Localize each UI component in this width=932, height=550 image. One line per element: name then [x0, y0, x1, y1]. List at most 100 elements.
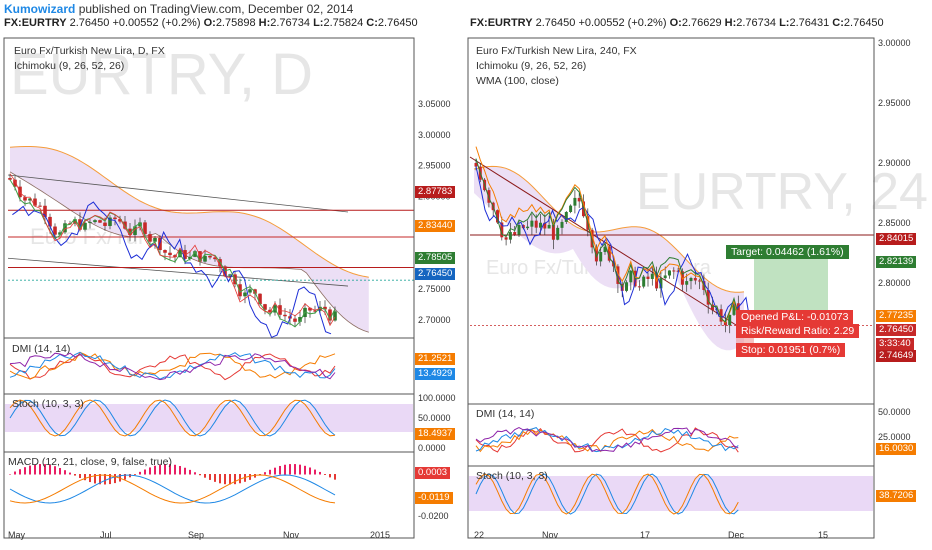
left-price-tick: 3.05000 — [418, 99, 451, 109]
left-time-tick: 2015 — [370, 530, 390, 540]
left-time-tick: May — [8, 530, 26, 540]
left-macd-bar — [54, 466, 56, 475]
left-h-label: H: — [258, 17, 271, 29]
right-candle-body — [543, 222, 547, 229]
left-macd-bar — [184, 467, 186, 475]
left-macd-bar — [39, 464, 41, 475]
left-chart[interactable]: EURTRY, D Euro Fx/Turkish New Lira 3.050… — [0, 34, 466, 549]
left-candle-body — [208, 255, 212, 258]
left-open: 2.75898 — [215, 17, 256, 29]
right-candle-body — [629, 270, 633, 283]
right-wma-label: WMA (100, close) — [476, 75, 559, 87]
right-dmi-label: DMI (14, 14) — [476, 408, 535, 420]
left-macd-bar — [199, 474, 201, 476]
left-channel-bottom — [7, 257, 349, 287]
right-candle-body — [513, 232, 517, 235]
right-candle-body — [594, 247, 598, 262]
left-macd-bar — [304, 465, 306, 475]
right-title: Euro Fx/Turkish New Lira, 240, FX — [476, 45, 637, 57]
author-link[interactable]: Kumowizard — [4, 2, 76, 16]
left-tenkan — [9, 173, 336, 327]
left-macd-bar — [24, 467, 26, 475]
left-macd-bar — [44, 464, 46, 475]
left-tag-1: 2.83440 — [415, 220, 456, 232]
left-stoch-pane: 100.0000 50.0000 0.0000 — [5, 393, 456, 453]
right-price-tick: 2.95000 — [878, 98, 911, 108]
left-macd-bar — [334, 474, 336, 480]
left-candle-body — [328, 309, 332, 321]
left-macd-bar — [134, 474, 136, 475]
left-macd-line — [9, 474, 336, 504]
left-low: 2.75824 — [323, 17, 364, 29]
left-candle-body — [88, 222, 92, 224]
right-candle-body — [711, 304, 714, 311]
right-tag-4: 3:33:40 — [876, 338, 914, 350]
right-candle-body — [569, 205, 573, 212]
right-stoch-line — [475, 473, 739, 515]
right-candle-body — [625, 282, 628, 291]
right-stoch-band — [469, 476, 873, 511]
right-time-tick: Nov — [542, 530, 559, 540]
right-tag-3: 2.76450 — [876, 324, 917, 336]
left-candle-body — [58, 232, 62, 235]
right-time-tick: Dec — [728, 530, 745, 540]
left-macd-bar — [144, 469, 146, 475]
left-dmi-line — [9, 351, 336, 380]
left-stoch-label: Stoch (10, 3, 3) — [12, 398, 84, 410]
left-macd-bar — [289, 464, 291, 475]
left-macd-bar — [329, 474, 331, 478]
right-trendline — [469, 156, 737, 326]
left-macd-tick: -0.0200 — [418, 511, 449, 521]
left-candle-body — [93, 220, 97, 223]
right-dmi-line — [475, 427, 739, 453]
right-candle-body — [693, 277, 697, 281]
right-tag-2: 2.77235 — [876, 310, 917, 322]
left-macd-bar — [209, 474, 211, 480]
left-candle-body — [198, 251, 202, 262]
right-candle-body — [685, 281, 689, 285]
target-label: Target: 0.04462 (1.61%) — [726, 245, 849, 259]
left-macd-bar — [324, 474, 326, 475]
left-macd-bar — [129, 474, 131, 478]
left-tag-3: 2.76450 — [415, 268, 456, 280]
right-candle-body — [668, 270, 671, 276]
left-macd-bar — [64, 470, 66, 475]
left-candle-body — [148, 234, 152, 242]
right-candle-body — [723, 321, 727, 326]
left-macd-bar — [314, 469, 316, 475]
left-price-pane: 3.050003.000002.950002.900002.850002.800… — [7, 99, 451, 339]
left-stoch-tick: 0.0000 — [418, 443, 446, 453]
left-dmi-tag-2: 13.4929 — [415, 368, 456, 380]
left-stoch-line — [9, 399, 336, 437]
right-candle-body — [689, 277, 693, 282]
left-macd-bar — [174, 464, 176, 475]
left-macd-bar — [139, 471, 141, 475]
right-candle-body — [573, 197, 577, 206]
left-candle-body — [63, 223, 67, 233]
left-price-tick: 2.75000 — [418, 284, 451, 294]
left-macd-bar — [164, 464, 166, 475]
left-price-tick: 3.00000 — [418, 130, 451, 140]
left-chikou-span — [12, 201, 332, 339]
left-dmi-pane — [9, 351, 336, 381]
left-candle-body — [263, 304, 267, 310]
right-candle-body — [547, 224, 551, 229]
stop-label: Stop: 0.01951 (0.7%) — [736, 343, 846, 357]
left-macd-bar — [319, 471, 321, 475]
left-time-tick: Nov — [283, 530, 300, 540]
left-macd-bar — [104, 474, 106, 485]
left-candle-body — [43, 205, 47, 217]
left-candle-body — [113, 217, 117, 220]
left-candle-body — [213, 257, 217, 260]
left-symbol: FX:EURTRY — [4, 17, 67, 29]
left-candle-body — [283, 314, 287, 317]
right-candle-body — [719, 309, 723, 322]
right-chikou-span — [475, 166, 751, 324]
left-candle-body — [103, 222, 107, 226]
right-time-tick: 15 — [818, 530, 828, 540]
right-dmi-pane: 50.0000 25.0000 — [475, 407, 911, 453]
right-candle-body — [508, 232, 512, 240]
right-candle-body — [526, 226, 530, 229]
right-l-label: L: — [779, 17, 790, 29]
right-o-label: O: — [669, 17, 682, 29]
